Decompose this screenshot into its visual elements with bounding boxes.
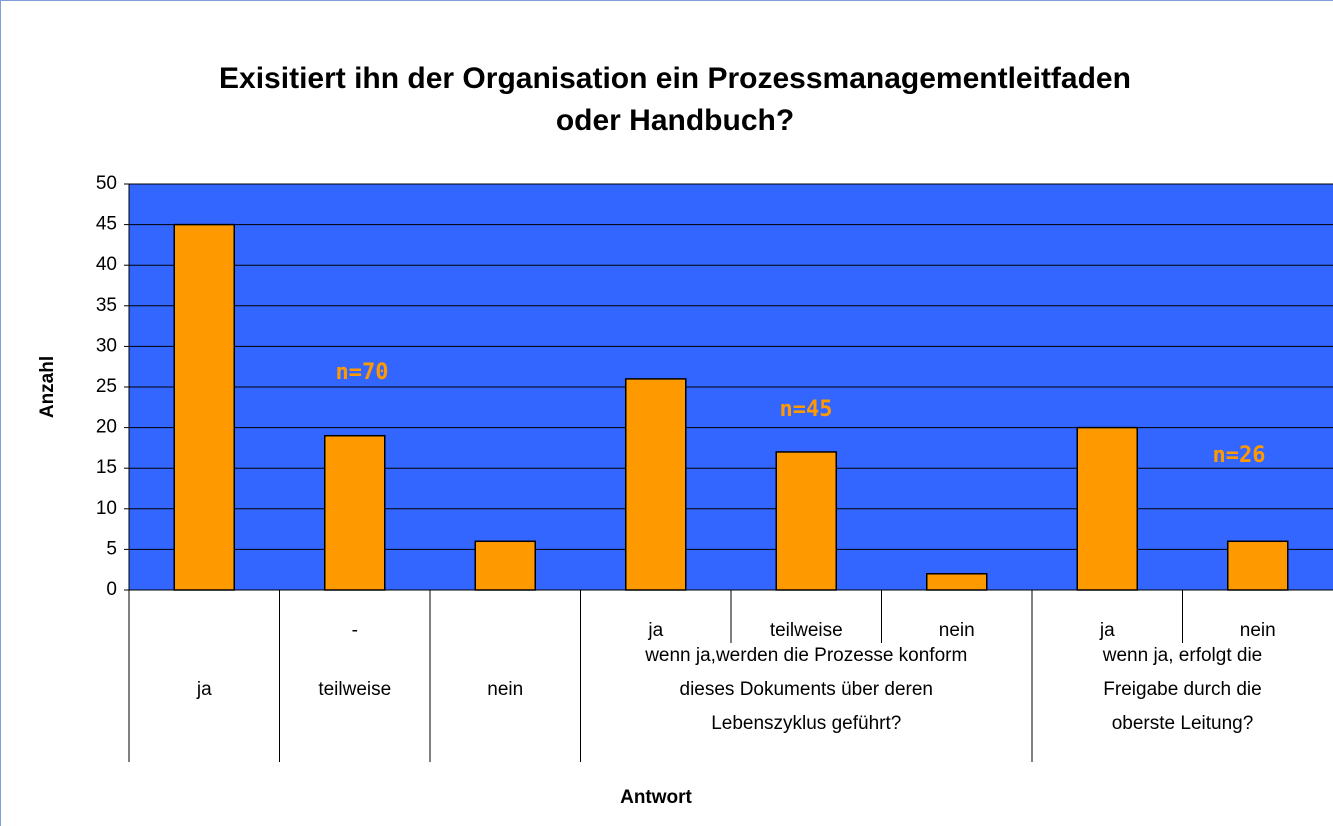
x-tick-label: -: [352, 620, 358, 641]
y-tick-label: 15: [96, 457, 117, 478]
bar: [926, 573, 988, 591]
bar: [173, 223, 235, 591]
annotation: n=26: [1213, 443, 1266, 468]
y-tick-label: 10: [96, 498, 117, 519]
y-tick-label: 45: [96, 214, 117, 235]
y-tick-label: 20: [96, 417, 117, 438]
y-tick-label: 25: [96, 376, 117, 397]
x-tick-label: nein: [1240, 620, 1276, 641]
x-tick-label: ja: [647, 620, 663, 641]
group-label: wenn ja, erfolgt die: [1102, 645, 1263, 666]
chart-title: Exisitiert ihn der Organisation ein Proz…: [219, 62, 1131, 95]
chart-title: oder Handbuch?: [556, 104, 794, 137]
x-tick-label: teilweise: [770, 620, 843, 641]
group-label: nein: [487, 679, 523, 700]
bar: [1076, 426, 1138, 591]
group-label: ja: [196, 679, 212, 700]
y-tick-label: 0: [106, 579, 117, 600]
group-label: dieses Dokuments über deren: [680, 679, 933, 700]
y-tick-label: 40: [96, 254, 117, 275]
bar: [775, 451, 837, 591]
bar: [324, 434, 386, 591]
y-tick-label: 5: [106, 538, 117, 559]
y-tick-label: 30: [96, 335, 117, 356]
annotation: n=70: [336, 360, 389, 385]
group-label: teilweise: [318, 679, 391, 700]
bar: [1227, 540, 1289, 591]
group-label: wenn ja,werden die Prozesse konform: [644, 645, 967, 666]
group-label: Lebenszyklus geführt?: [711, 713, 901, 734]
y-tick-label: 50: [96, 173, 117, 194]
x-tick-label: ja: [1099, 620, 1115, 641]
group-label: oberste Leitung?: [1112, 713, 1254, 734]
y-tick-label: 35: [96, 295, 117, 316]
group-label: Freigabe durch die: [1103, 679, 1261, 700]
x-axis-title: Antwort: [620, 787, 692, 808]
bar: [625, 378, 687, 591]
y-axis-title: Anzahl: [37, 356, 58, 418]
bar: [474, 540, 536, 591]
annotation: n=45: [780, 397, 833, 422]
x-tick-label: nein: [939, 620, 975, 641]
